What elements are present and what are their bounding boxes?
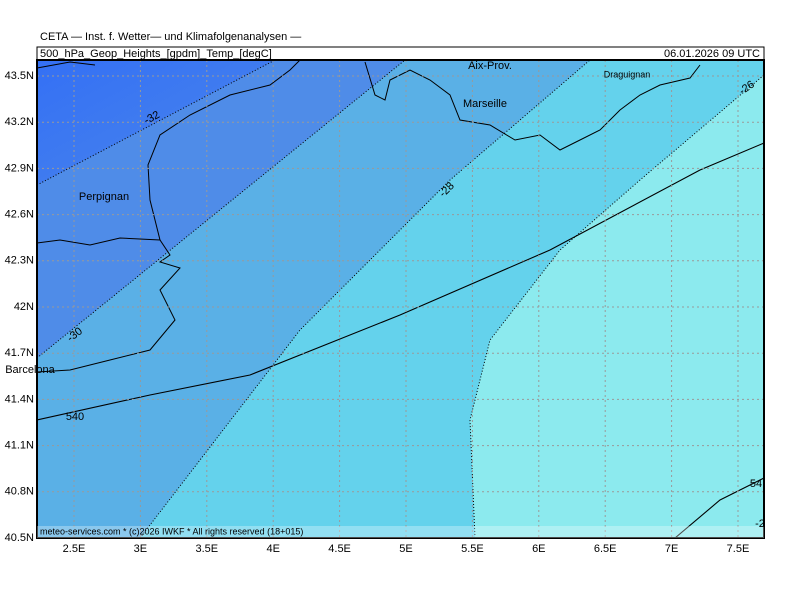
lon-label: 6.5E (594, 543, 617, 555)
lon-label: 5.5E (461, 543, 484, 555)
lon-label: 2.5E (63, 543, 86, 555)
coastline (37, 61, 701, 151)
lat-label: 42.6N (5, 209, 34, 221)
valid-time: 06.01.2026 09 UTC (664, 48, 760, 60)
lat-label: 43.2N (5, 116, 34, 128)
isotherm (469, 74, 764, 538)
place-label: Marseille (463, 98, 507, 110)
height-contour (674, 477, 764, 538)
lon-label: 6E (532, 543, 545, 555)
map-area (37, 60, 764, 538)
lat-label: 41.4N (5, 393, 34, 405)
lat-label: 40.8N (5, 486, 34, 498)
lon-label: 5E (399, 543, 412, 555)
isotherm (37, 60, 406, 359)
footer: meteo-services.com * (c)2026 IWKF * All … (40, 526, 303, 536)
lat-label: 42.3N (5, 255, 34, 267)
lat-label: 43.5N (5, 70, 34, 82)
coastline (37, 237, 181, 373)
place-label: Barcelona (5, 364, 55, 376)
lat-label: 41.7N (5, 347, 34, 359)
lon-label: 3E (134, 543, 147, 555)
lat-label: 42.9N (5, 162, 34, 174)
lon-label: 4.5E (328, 543, 351, 555)
lat-label: 40.5N (5, 532, 34, 544)
place-label: Draguignan (604, 69, 651, 79)
lon-label: 7.5E (727, 543, 750, 555)
field-label: 500_hPa_Geop_Heights_[gpdm]_Temp_[degC] (40, 48, 272, 60)
lat-label: 41.1N (5, 440, 34, 452)
place-label: Perpignan (79, 191, 129, 203)
height-contour (37, 142, 764, 421)
map-frame (36, 59, 765, 539)
contour-label: 54 (750, 478, 762, 490)
contour-label: -2 (755, 518, 765, 530)
footer-bar (37, 526, 764, 538)
place-label: Aix-Prov. (468, 60, 512, 72)
coastline (147, 60, 301, 241)
header-title: CETA — Inst. f. Wetter— und Klimafolgena… (40, 31, 301, 43)
lat-label: 42N (14, 301, 34, 313)
lon-label: 4E (266, 543, 279, 555)
contour-label: 540 (66, 411, 84, 423)
lon-label: 3.5E (195, 543, 218, 555)
lon-label: 7E (665, 543, 678, 555)
